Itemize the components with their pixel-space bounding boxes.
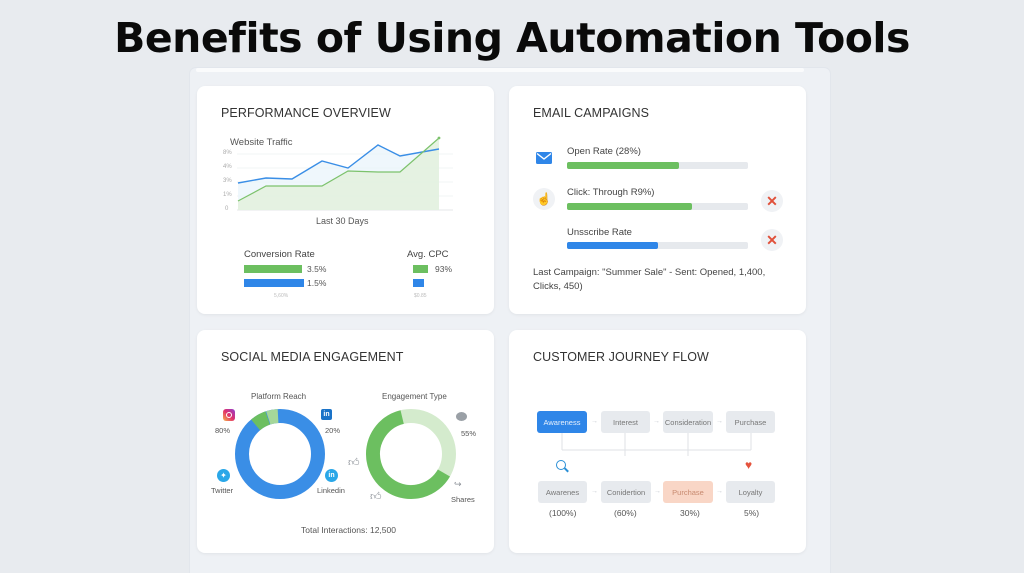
y-tick: 3% [223,178,232,184]
unsubscribe-rate-label: Unsscribe Rate [567,227,632,238]
total-interactions: Total Interactions: 12,500 [301,525,396,535]
y-tick: 1% [223,192,232,198]
conversion-value: 1.5% [307,278,327,288]
y-tick: 8% [223,150,232,156]
stage-percentage: (100%) [549,508,577,518]
linkedin-pct: 20% [325,426,341,435]
y-tick: 4% [223,164,232,170]
stage-percentage: 5%) [744,508,760,518]
arrow-icon: → [716,418,723,425]
card-title: PERFORMANCE OVERVIEW [221,106,391,120]
click-through-label: Click: Through R9%) [567,187,655,198]
journey-node-purchase[interactable]: Purchase [726,411,775,433]
open-rate-progress [567,162,748,169]
page-title: Benefits of Using Automation Tools [114,14,910,62]
card-title: EMAIL CAMPAIGNS [533,106,650,120]
journey-stage-consideration[interactable]: Conidertion [601,481,651,503]
conversion-footnote: 5,60% [274,293,289,299]
instagram-icon [223,409,235,421]
twitter-label: Twitter [211,486,234,495]
linkedin-label: Linkedin [317,486,345,495]
conversion-value: 3.5% [307,264,327,274]
website-traffic-line-chart [237,136,453,211]
card-title: SOCIAL MEDIA ENGAGEMENT [221,350,404,364]
unsubscribe-progress [567,242,748,249]
journey-node-awareness[interactable]: Awareness [537,411,587,433]
shares-label: Shares [451,495,475,504]
pointer-hand-icon: ☝ [533,188,555,210]
comment-icon [456,412,467,421]
twitter-icon: ✦ [217,469,230,482]
performance-overview-card: PERFORMANCE OVERVIEW Website Traffic 8% … [197,86,494,314]
journey-stage-purchase[interactable]: Purchase [663,481,713,503]
arrow-icon: → [654,488,661,495]
thumbs-up-icon: 👍︎ [370,491,382,503]
arrow-icon: → [653,418,660,425]
click-through-progress [567,203,748,210]
envelope-icon [533,147,555,169]
linkedin-icon: in [321,409,332,420]
instagram-pct: 80% [215,426,231,435]
arrow-icon: → [591,488,598,495]
share-icon: ↪ [454,479,462,489]
journey-stage-awareness[interactable]: Awarenes [538,481,587,503]
email-campaigns-card: EMAIL CAMPAIGNS Open Rate (28%) ☝ Click:… [509,86,806,314]
journey-stage-loyalty[interactable]: Loyalty [726,481,775,503]
conversion-bar-blue [244,279,304,287]
x-axis-label: Last 30 Days [316,216,369,226]
close-icon[interactable]: ✕ [761,190,783,212]
cpc-bar-blue [413,279,424,287]
cpc-bar-green [413,265,428,273]
linkedin-icon: in [325,469,338,482]
chart-label: Website Traffic [230,137,293,148]
last-campaign-summary: Last Campaign: "Summer Sale" - Sent: Ope… [533,267,766,292]
open-rate-label: Open Rate (28%) [567,146,641,157]
stage-percentage: 30%) [680,508,700,518]
close-icon[interactable]: ✕ [761,229,783,251]
social-media-card: SOCIAL MEDIA ENGAGEMENT Platform Reach 8… [197,330,494,553]
cpc-value: 93% [435,264,453,274]
conversion-rate-label: Conversion Rate [244,249,315,260]
card-title: CUSTOMER JOURNEY FLOW [533,350,709,364]
avg-cpc-label: Avg. CPC [407,249,449,260]
heart-icon: ♥ [745,458,753,472]
y-tick: 0 [225,206,229,212]
customer-journey-card: CUSTOMER JOURNEY FLOW Awareness → Intere… [509,330,806,553]
conversion-bar-green [244,265,302,273]
platform-reach-title: Platform Reach [251,392,307,401]
platform-reach-donut-chart [235,409,325,499]
thumbs-up-icon: 👍︎ [348,457,360,469]
journey-node-interest[interactable]: Interest [601,411,650,433]
arrow-icon: → [716,488,723,495]
journey-node-consideration[interactable]: Consideration [663,411,713,433]
journey-connectors [561,433,752,456]
arrow-icon: → [591,418,598,425]
engagement-type-donut-chart [366,409,456,499]
search-icon [556,460,569,473]
comments-pct: 55% [461,429,477,438]
frame-top-bar [196,68,804,72]
stage-percentage: (60%) [614,508,637,518]
engagement-type-title: Engagement Type [382,392,447,401]
cpc-footnote: $0.85 [414,293,427,299]
